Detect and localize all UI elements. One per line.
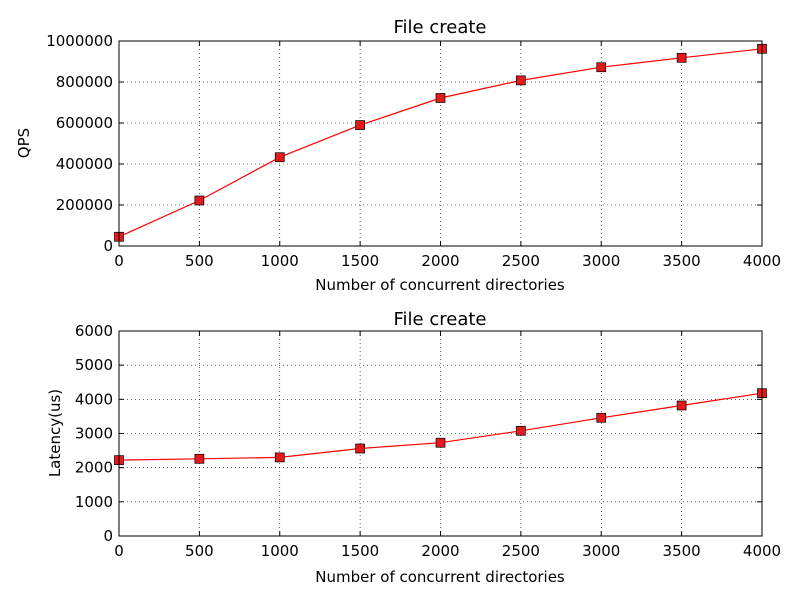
qps-x-tick-label: 1000 — [261, 252, 299, 270]
qps-x-tick-label: 2500 — [502, 252, 540, 270]
latency-y-tick-label: 1000 — [75, 493, 113, 511]
qps-y-tick-label: 200000 — [56, 196, 113, 214]
latency-y-tick-label: 2000 — [75, 459, 113, 477]
qps-data-point — [274, 152, 285, 163]
latency-x-tick-label: 2500 — [502, 542, 540, 560]
latency-y-tick-label: 3000 — [75, 425, 113, 443]
qps-y-tick-label: 800000 — [56, 73, 113, 91]
qps-x-tick-label: 500 — [185, 252, 214, 270]
latency-data-point — [596, 412, 607, 423]
latency-y-axis-label: Latency(us) — [46, 389, 64, 477]
latency-x-tick-label: 500 — [185, 542, 214, 560]
qps-x-tick-label: 3000 — [582, 252, 620, 270]
qps-grid — [118, 40, 763, 247]
qps-y-tick-label: 400000 — [56, 155, 113, 173]
qps-y-axis-label: QPS — [15, 128, 33, 158]
qps-y-tick-label: 0 — [103, 237, 113, 255]
qps-data-point — [516, 75, 526, 86]
latency-plot-frame — [118, 330, 763, 537]
latency-y-tick-label: 6000 — [75, 322, 113, 340]
latency-x-tick-label: 4000 — [743, 542, 781, 560]
latency-ticks: 0 500 1000 1500 2000 2500 3000 3500 4000 0 1000 200… — [75, 322, 781, 560]
latency-x-tick-label: 1000 — [261, 542, 299, 560]
qps-x-tick-label: 3500 — [663, 252, 701, 270]
qps-x-axis-label: Number of concurrent directories — [315, 276, 565, 294]
latency-y-tick-label: 4000 — [75, 390, 113, 408]
qps-y-tick-label: 600000 — [56, 114, 113, 132]
latency-data-point — [355, 443, 365, 454]
latency-series — [114, 388, 767, 465]
qps-data-point — [435, 93, 446, 103]
qps-data-point — [355, 120, 365, 130]
latency-x-tick-label: 2000 — [421, 542, 459, 560]
latency-x-tick-label: 3000 — [582, 542, 620, 560]
latency-data-point — [676, 400, 687, 411]
qps-x-tick-label: 0 — [114, 252, 124, 270]
latency-y-tick-label: 0 — [103, 527, 113, 545]
latency-data-point — [274, 452, 285, 463]
latency-x-tick-label: 3500 — [663, 542, 701, 560]
latency-chart: File create 0 500 1000 1500 2000 2500 3000 3500… — [46, 309, 781, 586]
qps-x-tick-label: 1500 — [341, 252, 379, 270]
latency-chart-title: File create — [394, 309, 487, 330]
latency-y-tick-label: 5000 — [75, 356, 113, 374]
latency-data-point — [516, 425, 526, 436]
qps-chart: File create 0 500 1000 1500 2000 2500 3000 3500… — [15, 17, 781, 294]
qps-plot-frame — [118, 40, 763, 247]
latency-x-tick-label: 0 — [114, 542, 124, 560]
latency-data-point — [435, 437, 446, 448]
qps-ticks: 0 500 1000 1500 2000 2500 3000 3500 4000 0 200000 4… — [46, 32, 781, 270]
latency-data-point — [194, 453, 205, 464]
latency-x-axis-label: Number of concurrent directories — [315, 568, 565, 586]
latency-x-tick-label: 1500 — [341, 542, 379, 560]
qps-x-tick-label: 2000 — [421, 252, 459, 270]
qps-data-point — [194, 195, 205, 206]
qps-data-point — [596, 62, 607, 73]
qps-y-tick-label: 1000000 — [46, 32, 113, 50]
qps-x-tick-label: 4000 — [743, 252, 781, 270]
latency-grid — [118, 330, 763, 537]
qps-data-point — [676, 52, 687, 63]
qps-chart-title: File create — [394, 17, 487, 38]
